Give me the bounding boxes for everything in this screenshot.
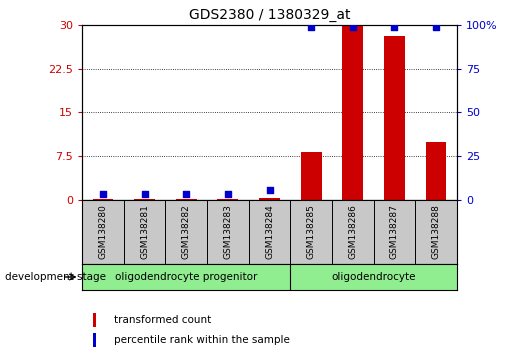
Point <box>349 24 357 29</box>
Text: GSM138281: GSM138281 <box>140 204 149 259</box>
Text: GSM138286: GSM138286 <box>348 204 357 259</box>
Text: percentile rank within the sample: percentile rank within the sample <box>114 335 290 345</box>
Bar <box>93 314 96 327</box>
Point <box>390 24 399 29</box>
Text: GSM138283: GSM138283 <box>223 204 232 259</box>
Text: GSM138280: GSM138280 <box>99 204 108 259</box>
Point <box>432 24 440 29</box>
Text: GSM138282: GSM138282 <box>182 205 191 259</box>
Point <box>99 191 107 197</box>
Bar <box>342 26 363 200</box>
Point <box>182 191 190 197</box>
Bar <box>426 142 446 200</box>
Bar <box>217 199 238 200</box>
Text: GSM138287: GSM138287 <box>390 204 399 259</box>
Bar <box>259 198 280 200</box>
Text: transformed count: transformed count <box>114 315 211 325</box>
Bar <box>93 333 96 347</box>
Bar <box>384 36 405 200</box>
Text: GSM138284: GSM138284 <box>265 205 274 259</box>
Point <box>140 191 149 197</box>
Point <box>265 188 273 193</box>
Bar <box>301 152 322 200</box>
Text: oligodendrocyte progenitor: oligodendrocyte progenitor <box>115 272 258 282</box>
Title: GDS2380 / 1380329_at: GDS2380 / 1380329_at <box>189 8 350 22</box>
Bar <box>93 199 113 200</box>
Text: development stage: development stage <box>5 272 107 282</box>
Text: oligodendrocyte: oligodendrocyte <box>331 272 416 282</box>
Bar <box>176 199 197 200</box>
Point <box>224 191 232 197</box>
Bar <box>134 199 155 200</box>
Text: GSM138285: GSM138285 <box>307 204 316 259</box>
Text: GSM138288: GSM138288 <box>431 204 440 259</box>
Point <box>307 24 315 29</box>
